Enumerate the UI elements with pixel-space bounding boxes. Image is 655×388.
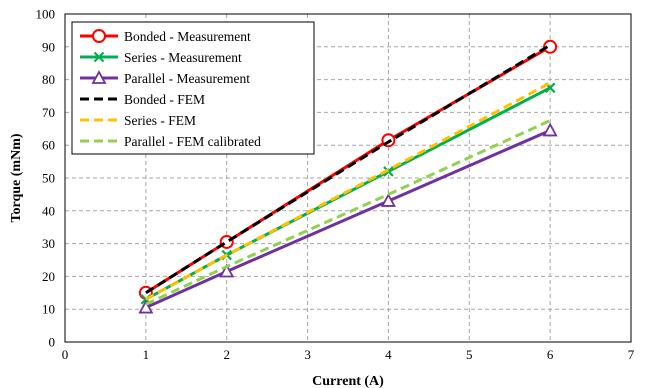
plot-area-frame: [64, 13, 632, 343]
x-axis-ticks: 0 1 2 3 4 5 6 7: [62, 347, 635, 362]
marker-circle: [543, 39, 558, 54]
legend-label: Parallel - Measurement: [124, 71, 250, 86]
legend-item: Bonded - Measurement: [80, 29, 251, 44]
marker-triangle: [219, 263, 235, 278]
y-axis-ticks: 0 10 20 30 40 50 60 70 80 90 100: [36, 7, 56, 350]
marker-triangle: [138, 299, 154, 314]
series-line: [145, 81, 551, 301]
marker-triangle: [542, 122, 558, 137]
series-line: [145, 119, 551, 306]
y-tick-label: 10: [42, 302, 55, 317]
legend-item: Bonded - FEM: [80, 92, 205, 107]
marker-x: [93, 51, 105, 63]
legend-label: Series - Measurement: [124, 50, 242, 65]
legend-item: Series - FEM: [80, 113, 196, 128]
x-tick-label: 3: [304, 347, 311, 362]
series-5: [145, 119, 551, 306]
legend-item: Parallel - FEM calibrated: [80, 134, 261, 149]
y-tick-label: 30: [42, 236, 55, 251]
legend-label: Bonded - Measurement: [124, 29, 251, 44]
y-tick-label: 70: [42, 105, 55, 120]
marker-triangle: [380, 193, 396, 207]
legend-label: Parallel - FEM calibrated: [124, 134, 261, 149]
x-tick-label: 0: [62, 347, 69, 362]
legend-item: Series - Measurement: [80, 50, 242, 65]
legend-item: Parallel - Measurement: [80, 70, 250, 86]
y-tick-label: 90: [42, 39, 55, 54]
x-axis-label: Current (A): [312, 374, 384, 388]
x-tick-label: 5: [466, 347, 473, 362]
y-tick-label: 20: [42, 269, 55, 284]
x-tick-label: 7: [628, 347, 635, 362]
x-tick-label: 6: [547, 347, 554, 362]
y-tick-label: 80: [42, 72, 55, 87]
marker-triangle: [91, 70, 107, 84]
legend: Bonded - Measurement Series - Measurement…: [71, 21, 315, 155]
series-3: [145, 43, 551, 295]
series-2: [138, 122, 558, 314]
x-tick-label: 1: [143, 347, 150, 362]
series-line: [145, 43, 551, 295]
x-tick-label: 2: [223, 347, 230, 362]
y-tick-label: 100: [36, 7, 56, 22]
series-layer: [138, 39, 558, 314]
x-tick-label: 4: [385, 347, 392, 362]
legend-label: Series - FEM: [124, 113, 196, 128]
legend-box: [71, 21, 315, 155]
y-tick-label: 40: [42, 203, 55, 218]
series-line: [145, 129, 551, 309]
y-axis-label: Torque (mNm): [9, 133, 24, 222]
series-4: [145, 81, 551, 301]
y-tick-label: 50: [42, 171, 55, 186]
y-tick-label: 0: [49, 335, 56, 350]
legend-label: Bonded - FEM: [124, 92, 205, 107]
y-tick-label: 60: [42, 138, 55, 153]
marker-circle: [92, 29, 106, 43]
